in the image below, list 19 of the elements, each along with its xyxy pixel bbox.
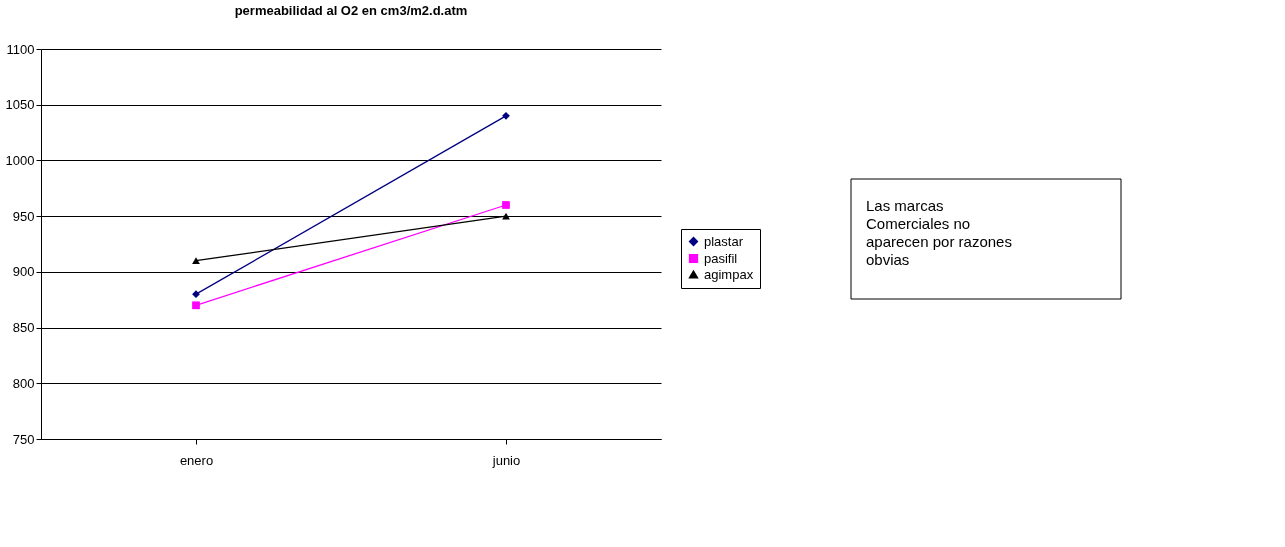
chart-title: permeabilidad al O2 en cm3/m2.d.atm: [234, 3, 468, 18]
y-tick-label: 1000: [5, 152, 35, 168]
y-tick-label: 750: [12, 431, 35, 447]
y-tick-label: 1100: [6, 41, 35, 57]
y-tick-label: 1050: [5, 97, 35, 113]
y-tick-label: 900: [12, 264, 35, 280]
point: [502, 201, 510, 209]
point: [502, 111, 510, 120]
legend-label: plastar: [704, 233, 744, 249]
text: Las marcas Comerciales no aparecen por razones obvias: [866, 197, 1012, 268]
x-tick-label: enero: [179, 452, 214, 468]
point: [192, 301, 200, 310]
x-tick-label: junio: [491, 452, 521, 468]
legend-label: agimpax: [704, 266, 754, 282]
legend-label: pasifil: [704, 250, 738, 266]
y-tick-label: 800: [12, 375, 35, 391]
point: [192, 290, 200, 299]
y-tick-label: 850: [12, 320, 35, 336]
y-tick-label: 950: [12, 208, 35, 224]
